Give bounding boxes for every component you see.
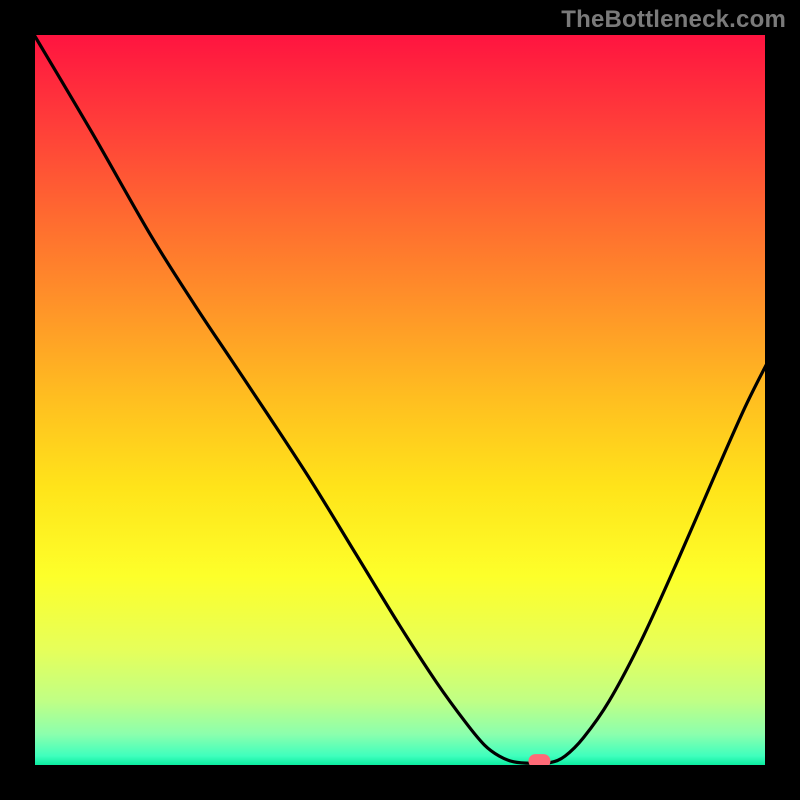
gradient-chart <box>0 0 800 800</box>
plot-gradient-fill <box>33 33 767 767</box>
chart-stage: TheBottleneck.com <box>0 0 800 800</box>
watermark-text: TheBottleneck.com <box>561 6 786 34</box>
